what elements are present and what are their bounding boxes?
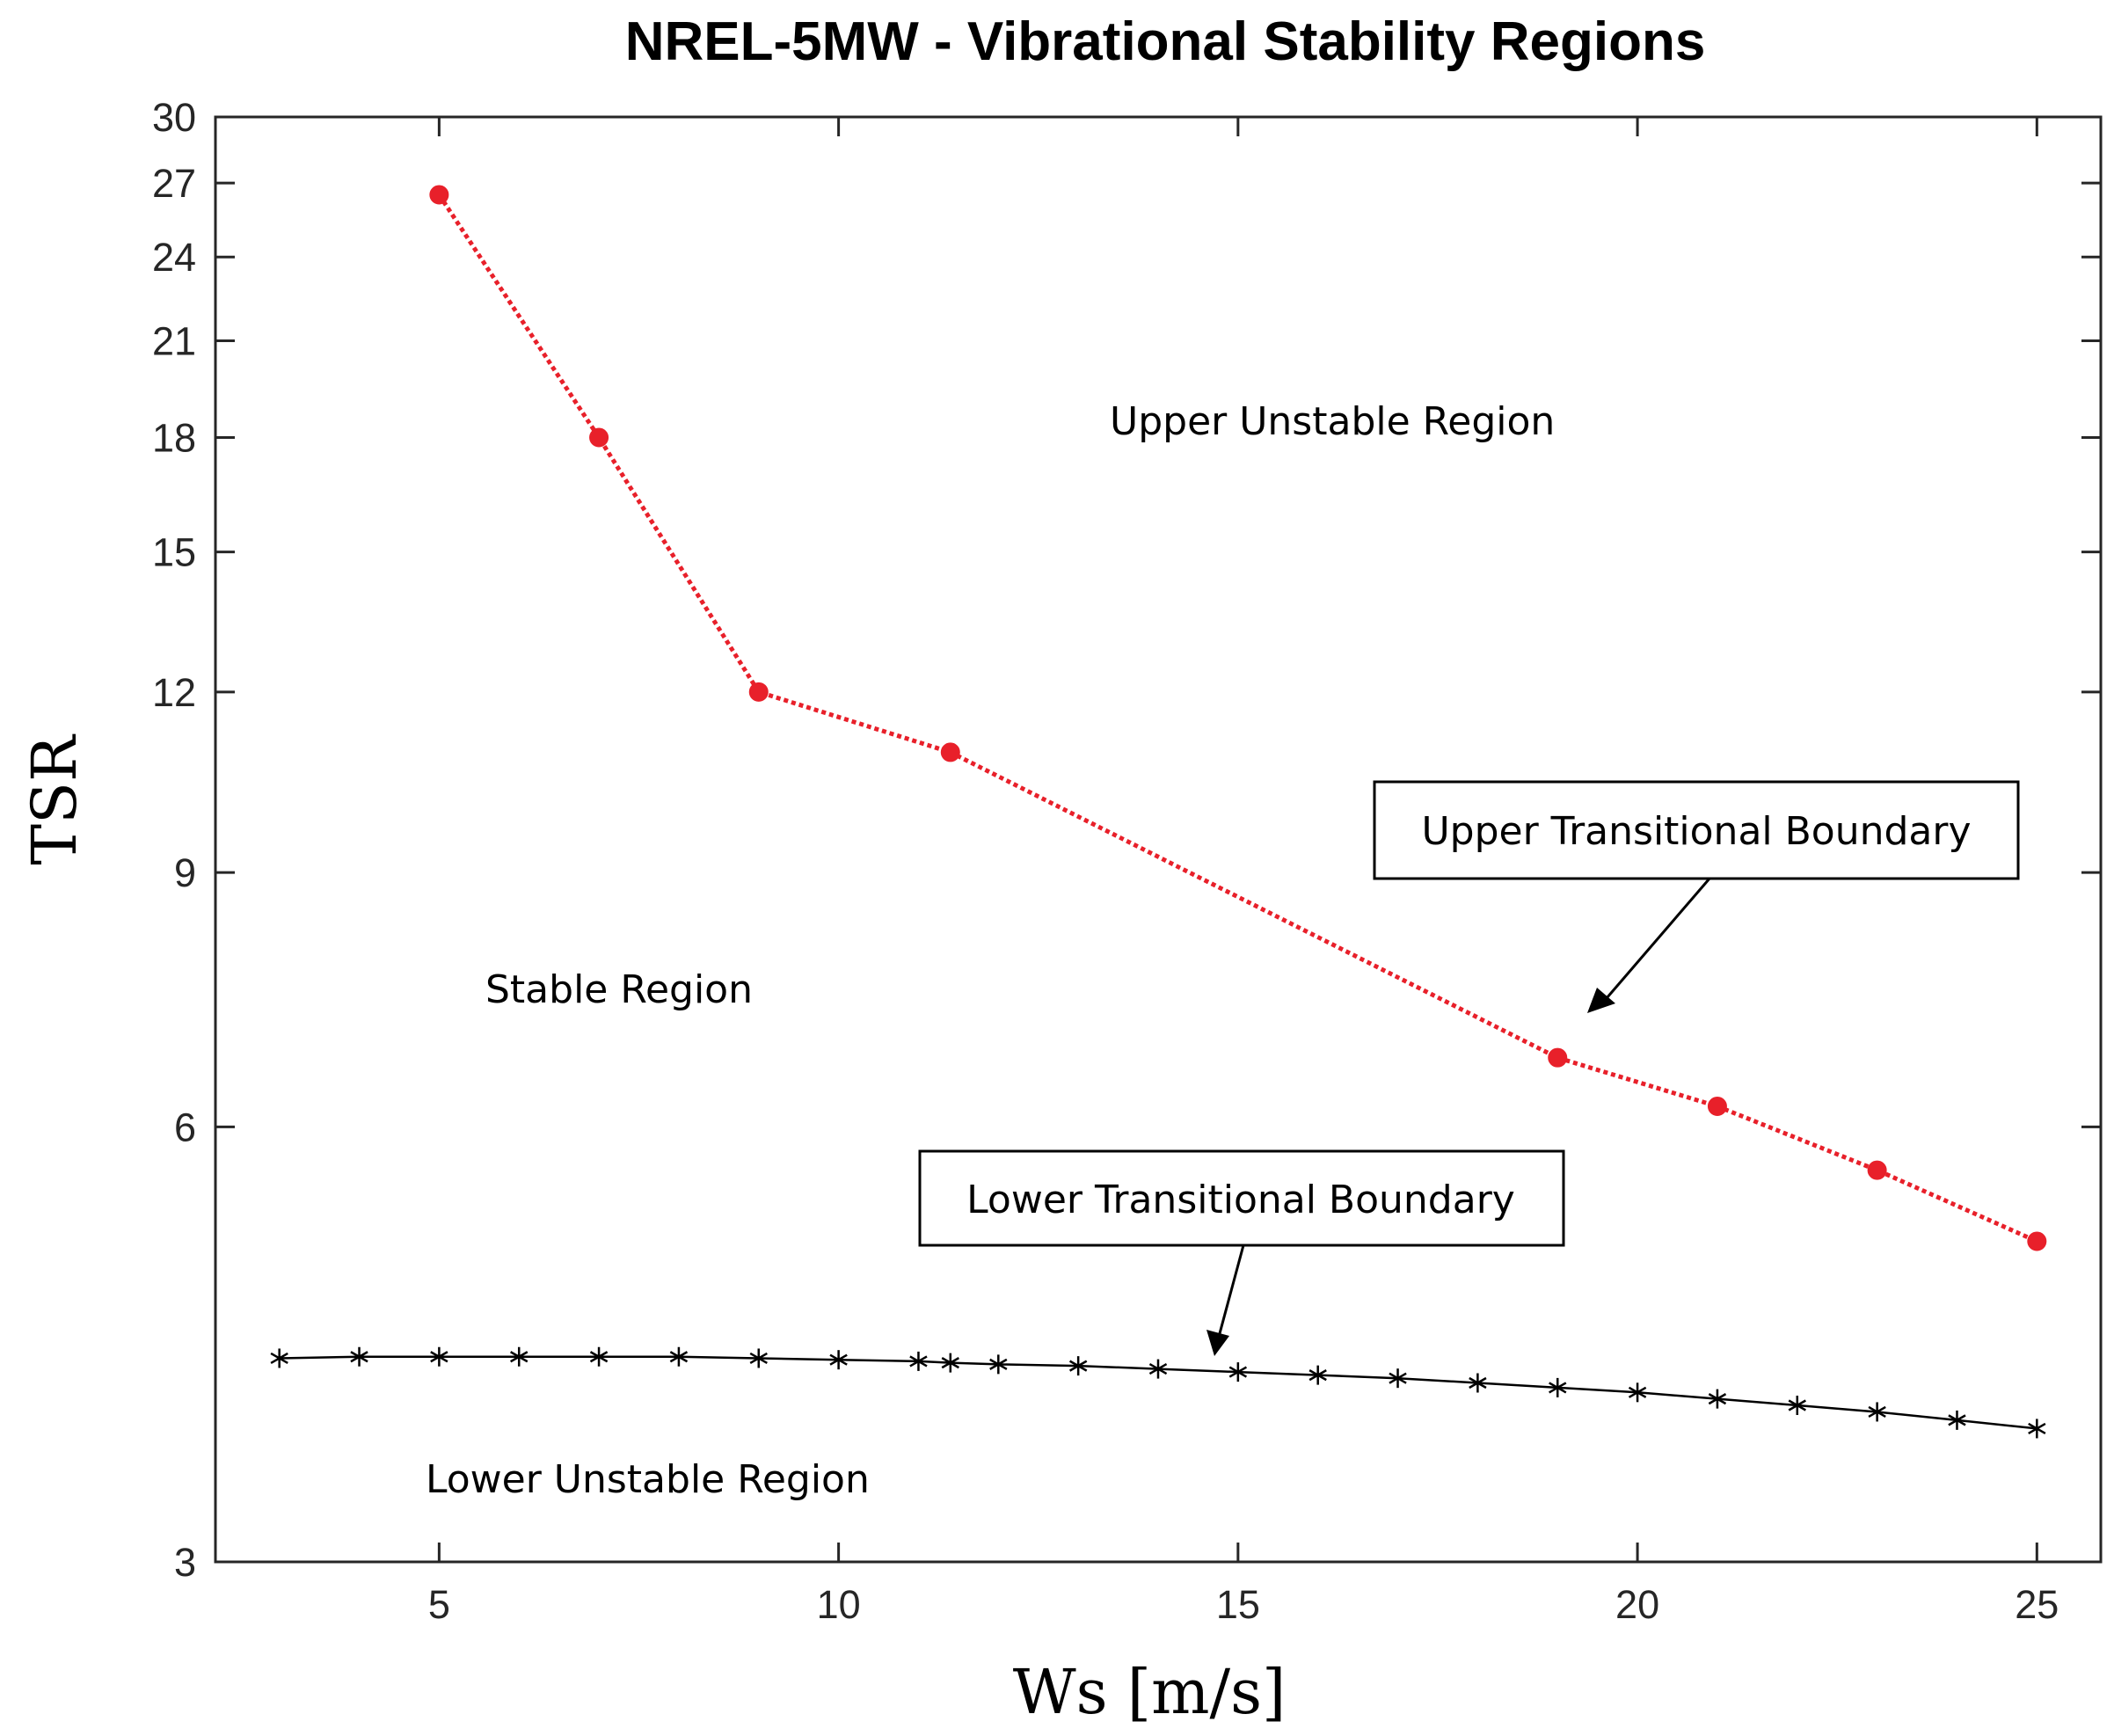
data-point xyxy=(1148,1359,1168,1379)
data-point xyxy=(1867,1160,1887,1180)
lower-boundary-text: Lower Transitional Boundary xyxy=(966,1178,1515,1222)
y-tick-label: 30 xyxy=(152,95,196,140)
data-point xyxy=(1628,1382,1647,1403)
series-line-0 xyxy=(437,193,2038,1244)
lower-boundary-arrow-shaft xyxy=(1217,1244,1245,1338)
y-tick-label: 6 xyxy=(174,1105,196,1149)
data-point xyxy=(430,1346,448,1367)
lower-boundary-arrowhead xyxy=(1206,1330,1229,1356)
upper-boundary-arrowhead xyxy=(1587,988,1615,1013)
data-point xyxy=(941,1353,959,1373)
y-tick-label: 3 xyxy=(174,1540,196,1585)
x-tick-label: 10 xyxy=(817,1582,861,1627)
data-point xyxy=(589,1346,609,1367)
data-point xyxy=(1707,1097,1727,1117)
data-point xyxy=(748,682,769,702)
data-point xyxy=(1068,1356,1088,1376)
data-point xyxy=(589,427,609,448)
data-point xyxy=(510,1346,528,1367)
x-tick-label: 20 xyxy=(1615,1582,1659,1627)
y-tick-label: 18 xyxy=(152,415,196,460)
data-point xyxy=(1469,1373,1487,1393)
data-point xyxy=(2027,1231,2047,1251)
upper-unstable-label: Upper Unstable Region xyxy=(1110,399,1555,444)
y-tick-label: 24 xyxy=(152,235,196,280)
plot-frame xyxy=(214,115,2103,1564)
data-point xyxy=(350,1346,368,1367)
x-tick-label: 25 xyxy=(2015,1582,2059,1627)
data-point xyxy=(669,1346,689,1367)
data-point xyxy=(1948,1410,1966,1430)
data-point xyxy=(2028,1419,2046,1439)
upper-boundary-callout: Upper Transitional Boundary xyxy=(1373,780,2020,1013)
lower-unstable-label: Lower Unstable Region xyxy=(426,1457,870,1502)
data-point xyxy=(749,1348,768,1368)
x-tick-labels: 5 10 15 20 25 xyxy=(428,1582,2059,1627)
data-point xyxy=(989,1354,1008,1375)
data-point xyxy=(1308,1365,1327,1385)
lower-boundary-box xyxy=(918,1149,1565,1247)
data-point xyxy=(1228,1362,1248,1382)
x-tick-label: 15 xyxy=(1216,1582,1260,1627)
data-point xyxy=(1708,1389,1727,1409)
upper-boundary-arrow-shaft xyxy=(1600,878,1711,1005)
lower-boundary-callout: Lower Transitional Boundary xyxy=(918,1149,1565,1356)
series-line-1 xyxy=(279,1355,2037,1430)
upper-boundary-text: Upper Transitional Boundary xyxy=(1421,809,1971,854)
y-tick-label: 9 xyxy=(174,850,196,895)
y-tick-label: 15 xyxy=(152,530,196,575)
data-point xyxy=(1868,1402,1886,1422)
data-point xyxy=(940,742,960,762)
data-point xyxy=(909,1351,928,1371)
data-point xyxy=(1548,1047,1568,1068)
data-point xyxy=(1549,1377,1567,1397)
series-layer xyxy=(270,185,2047,1439)
data-point xyxy=(1389,1368,1407,1389)
chart-title: NREL-5MW - Vibrational Stability Regions xyxy=(625,11,1706,72)
y-tick-labels: 3 6 9 12 15 18 21 24 27 30 xyxy=(152,95,196,1585)
y-axis-label: TSR xyxy=(18,733,91,865)
data-point xyxy=(829,1350,848,1370)
upper-boundary-box xyxy=(1373,780,2020,880)
x-tick-label: 5 xyxy=(428,1582,450,1627)
y-tick-label: 12 xyxy=(152,670,196,715)
data-point xyxy=(429,185,449,205)
x-axis-label: Ws [m/s] xyxy=(1013,1656,1287,1728)
data-point xyxy=(1788,1395,1806,1415)
y-tick-label: 27 xyxy=(152,161,196,206)
data-point xyxy=(270,1348,288,1368)
y-tick-label: 21 xyxy=(152,319,196,364)
stable-label: Stable Region xyxy=(485,967,753,1012)
